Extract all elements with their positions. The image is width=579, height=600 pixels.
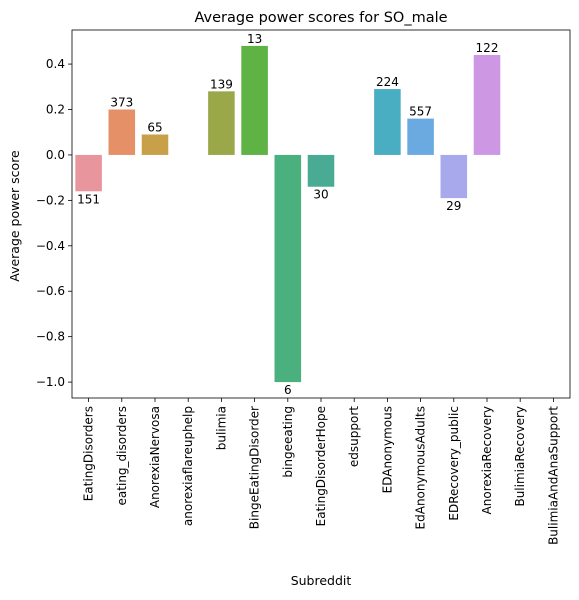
- bar-BingeEatingDisorder: [241, 45, 268, 155]
- count-label-EDRecovery_public: 29: [446, 199, 461, 213]
- y-tick-label: 0.0: [46, 148, 65, 162]
- bars-group: [75, 45, 501, 383]
- x-axis-ticks: EatingDisorders eating_disorders AnorexiaN…: [82, 398, 560, 545]
- bar-bulimia: [208, 91, 235, 155]
- y-tick-label: −1.0: [36, 375, 65, 389]
- y-tick-label: −0.4: [36, 239, 65, 253]
- bar-EdAnonymousAdults: [407, 118, 434, 155]
- x-tick-label-BulimiaRecovery: BulimiaRecovery: [513, 406, 527, 507]
- y-tick-label: −0.6: [36, 284, 65, 298]
- y-tick-label: −0.2: [36, 193, 65, 207]
- bar-bingeeating: [274, 154, 302, 383]
- bar-eating_disorders: [108, 109, 136, 155]
- count-label-BingeEatingDisorder: 13: [247, 32, 262, 46]
- count-label-EdAnonymousAdults: 557: [409, 105, 432, 119]
- y-axis-label: Average power score: [7, 150, 22, 282]
- count-label-EatingDisorderHope: 30: [313, 188, 328, 202]
- count-label-AnorexiaNervosa: 65: [147, 120, 162, 134]
- x-axis-label: Subreddit: [291, 573, 352, 588]
- plot-frame: [71, 29, 571, 399]
- x-tick-label-bulimia: bulimia: [214, 406, 228, 450]
- x-tick-label-AnorexiaRecovery: AnorexiaRecovery: [480, 406, 494, 514]
- x-tick-label-EDRecovery_public: EDRecovery_public: [447, 406, 461, 521]
- bar-EDRecovery_public: [440, 154, 468, 199]
- count-label-bulimia: 139: [210, 77, 233, 91]
- bar-EDAnonymous: [374, 89, 401, 155]
- x-tick-label-EatingDisorderHope: EatingDisorderHope: [314, 406, 328, 526]
- bar-AnorexiaNervosa: [141, 134, 169, 155]
- count-label-bingeeating: 6: [284, 383, 292, 397]
- x-tick-label-BulimiaAndAnaSupport: BulimiaAndAnaSupport: [546, 406, 560, 545]
- x-tick-label-BingeEatingDisorder: BingeEatingDisorder: [248, 406, 262, 529]
- bar-EatingDisorderHope: [307, 154, 335, 187]
- x-tick-label-EdAnonymousAdults: EdAnonymousAdults: [414, 406, 428, 529]
- count-labels-group: 151 373 65 139 13 6 30 224 557 29 122: [77, 32, 498, 397]
- count-label-EatingDisorders: 151: [77, 192, 100, 206]
- x-tick-label-bingeeating: bingeeating: [281, 406, 295, 478]
- count-label-eating_disorders: 373: [110, 96, 133, 110]
- chart-title: Average power scores for SO_male: [194, 10, 447, 26]
- x-tick-label-EatingDisorders: EatingDisorders: [82, 406, 96, 501]
- y-axis-ticks: −1.0 −0.8 −0.6 −0.4 −0.2 0.0 0.2 0.4: [36, 57, 72, 389]
- x-tick-label-EDAnonymous: EDAnonymous: [380, 406, 394, 493]
- x-tick-label-edsupport: edsupport: [347, 406, 361, 467]
- x-tick-label-AnorexiaNervosa: AnorexiaNervosa: [148, 406, 162, 508]
- x-tick-label-eating_disorders: eating_disorders: [115, 406, 129, 505]
- bar-AnorexiaRecovery: [473, 54, 501, 155]
- count-label-EDAnonymous: 224: [376, 75, 399, 89]
- bar-EatingDisorders: [75, 154, 102, 192]
- count-label-AnorexiaRecovery: 122: [476, 41, 499, 55]
- y-tick-label: 0.2: [46, 103, 65, 117]
- y-tick-label: −0.8: [36, 330, 65, 344]
- x-tick-label-anorexiaflareuphelp: anorexiaflareuphelp: [181, 406, 195, 526]
- y-tick-label: 0.4: [46, 57, 65, 71]
